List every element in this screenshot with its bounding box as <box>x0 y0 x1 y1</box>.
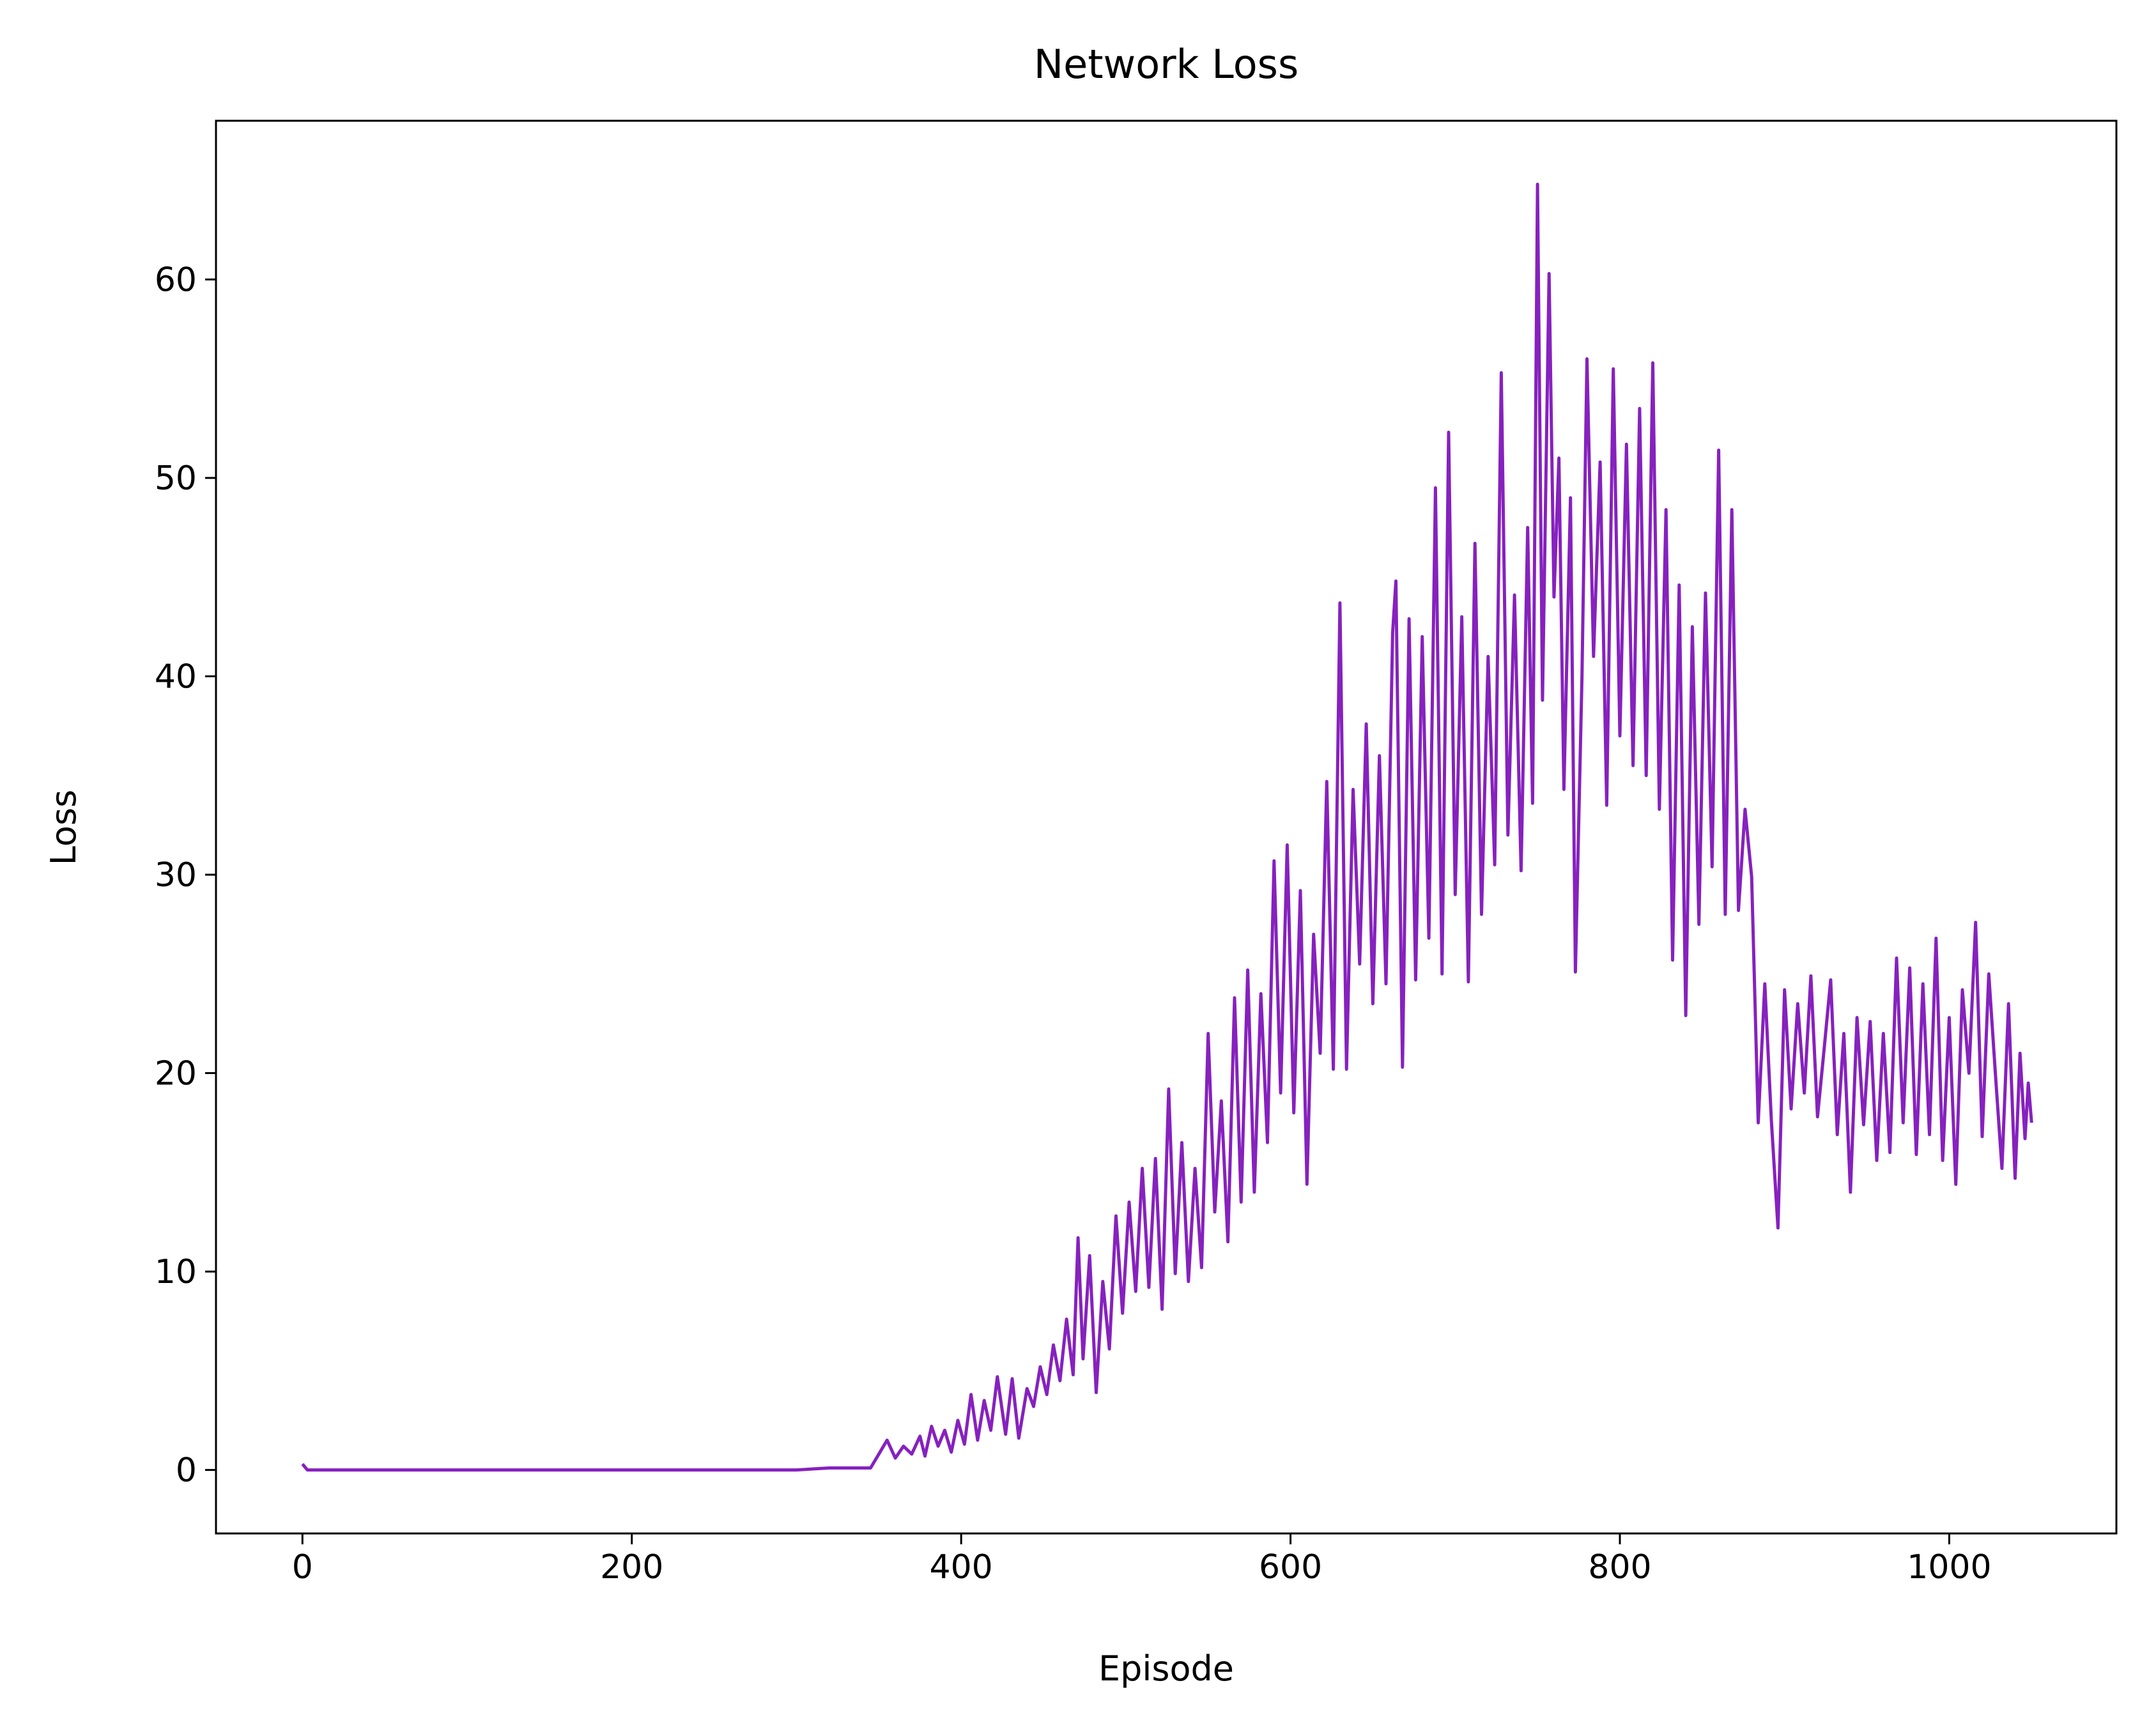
y-tick-label: 40 <box>155 657 197 696</box>
x-tick-label: 600 <box>1259 1548 1322 1586</box>
x-tick-label: 800 <box>1588 1548 1651 1586</box>
y-tick-label: 10 <box>155 1253 197 1291</box>
data-line <box>301 182 2033 1472</box>
y-axis-label: Loss <box>43 790 84 865</box>
y-tick-label: 60 <box>155 261 197 299</box>
x-tick-label: 400 <box>930 1548 993 1586</box>
plot-frame <box>215 119 2118 1535</box>
x-tick-label: 200 <box>600 1548 663 1586</box>
y-tick-label: 0 <box>176 1452 197 1490</box>
x-tick-label: 1000 <box>1907 1548 1991 1586</box>
y-tick-label: 20 <box>155 1055 197 1093</box>
x-axis-label: Episode <box>1098 1648 1234 1689</box>
y-tick-label: 30 <box>155 856 197 895</box>
y-tick-label: 50 <box>155 459 197 498</box>
chart-title: Network Loss <box>1034 41 1299 88</box>
x-tick-label: 0 <box>292 1548 313 1586</box>
